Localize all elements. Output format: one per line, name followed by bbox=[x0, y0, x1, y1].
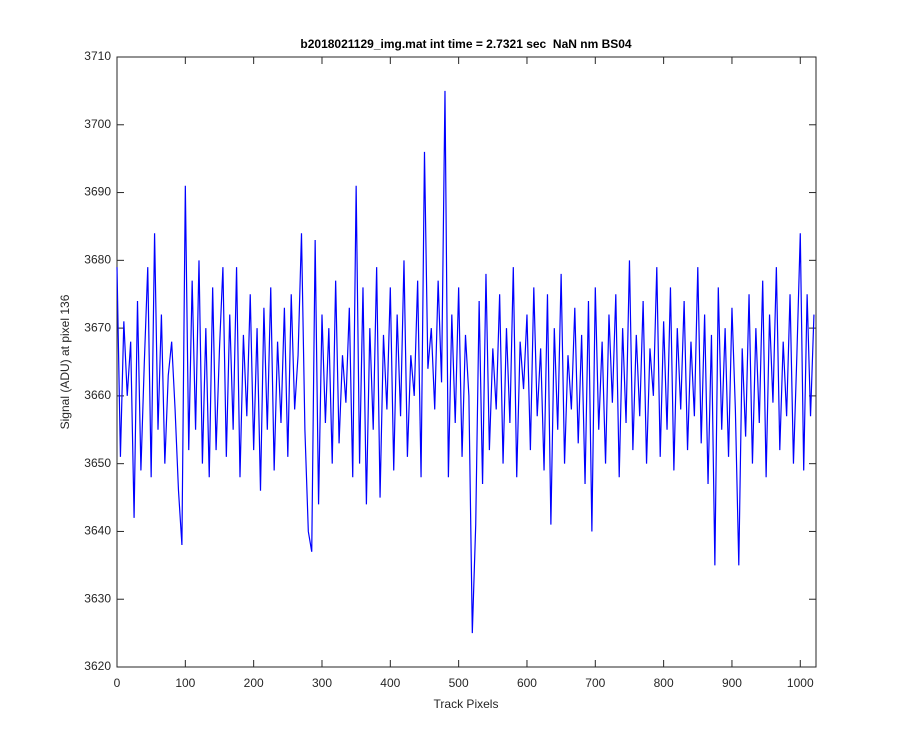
x-tick-label: 300 bbox=[312, 676, 332, 690]
y-tick-label: 3700 bbox=[84, 117, 111, 131]
y-tick-label: 3690 bbox=[84, 185, 111, 199]
x-tick-label: 800 bbox=[654, 676, 674, 690]
x-tick-label: 200 bbox=[244, 676, 264, 690]
x-tick-label: 1000 bbox=[787, 676, 814, 690]
y-tick-label: 3660 bbox=[84, 388, 111, 402]
x-tick-label: 400 bbox=[380, 676, 400, 690]
x-tick-label: 100 bbox=[175, 676, 195, 690]
y-tick-label: 3670 bbox=[84, 320, 111, 334]
x-tick-label: 500 bbox=[449, 676, 469, 690]
x-tick-label: 700 bbox=[585, 676, 605, 690]
y-axis-label: Signal (ADU) at pixel 136 bbox=[58, 294, 72, 429]
axes-box bbox=[116, 56, 817, 668]
x-axis-label: Track Pixels bbox=[434, 697, 499, 711]
data-line bbox=[116, 90, 815, 634]
y-tick-label: 3680 bbox=[84, 253, 111, 267]
x-tick-label: 0 bbox=[114, 676, 121, 690]
y-tick-label: 3640 bbox=[84, 524, 111, 538]
y-tick-label: 3630 bbox=[84, 591, 111, 605]
y-tick-label: 3710 bbox=[84, 49, 111, 63]
chart-title: b2018021129_img.mat int time = 2.7321 se… bbox=[300, 37, 632, 51]
y-tick-label: 3620 bbox=[84, 659, 111, 673]
x-tick-label: 900 bbox=[722, 676, 742, 690]
y-tick-label: 3650 bbox=[84, 456, 111, 470]
x-tick-label: 600 bbox=[517, 676, 537, 690]
